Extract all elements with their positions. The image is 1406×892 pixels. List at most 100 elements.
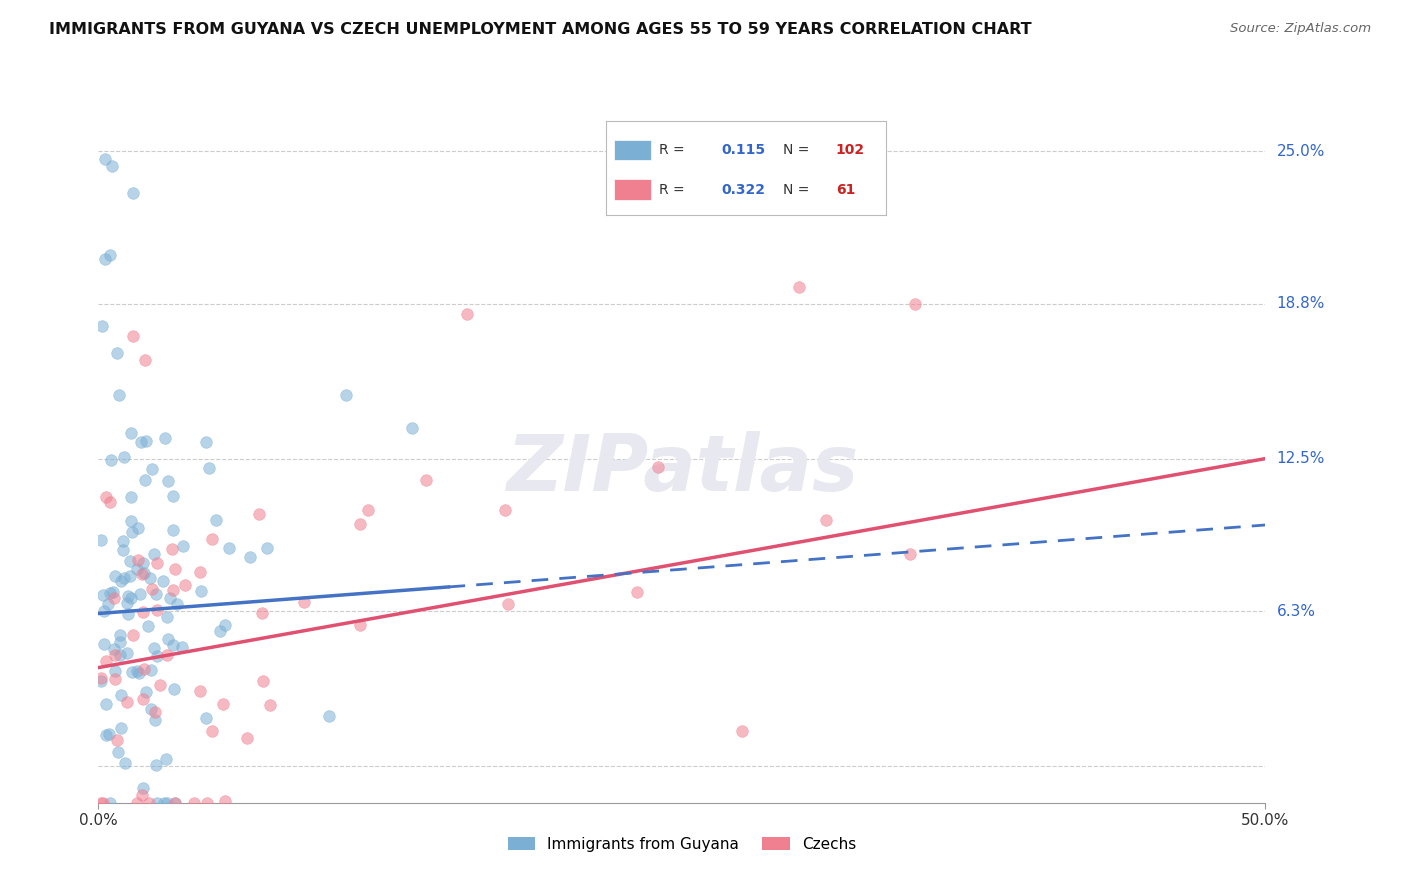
Point [456, 307, 478, 321]
Point [91, 318, 114, 333]
Point [904, 296, 927, 310]
Point [131, 780, 153, 795]
Point [494, 503, 516, 517]
Point [188, 565, 211, 579]
Point [127, 553, 149, 567]
Text: 6.3%: 6.3% [1277, 604, 1316, 618]
Point [112, 450, 135, 465]
Point [142, 547, 165, 561]
Point [101, 159, 124, 173]
Point [190, 584, 212, 599]
Point [357, 502, 380, 516]
Point [136, 618, 159, 632]
Point [146, 557, 169, 571]
Point [134, 566, 156, 581]
Point [256, 541, 278, 556]
Point [114, 756, 136, 771]
Point [122, 328, 145, 343]
Point [162, 638, 184, 652]
Point [194, 435, 217, 450]
Point [110, 721, 132, 735]
Point [162, 682, 184, 697]
Point [163, 796, 186, 810]
Point [163, 796, 186, 810]
Point [125, 796, 148, 810]
Point [156, 609, 179, 624]
Point [108, 648, 131, 663]
Point [145, 758, 167, 772]
Point [156, 632, 179, 646]
Point [125, 665, 148, 679]
Point [104, 672, 127, 686]
Text: 25.0%: 25.0% [1277, 144, 1324, 159]
Point [94, 490, 117, 504]
Point [145, 587, 167, 601]
Point [214, 794, 236, 808]
Point [166, 597, 188, 611]
Point [108, 628, 131, 642]
Point [139, 702, 162, 716]
Point [214, 618, 236, 632]
Point [149, 678, 172, 692]
Point [183, 796, 205, 810]
Point [160, 541, 183, 556]
Point [153, 796, 176, 810]
Point [318, 709, 340, 723]
Point [103, 642, 125, 657]
Point [135, 685, 157, 699]
Point [141, 462, 163, 476]
Point [93, 604, 115, 618]
Point [93, 588, 115, 602]
Point [250, 607, 273, 621]
Point [153, 431, 176, 445]
Point [252, 673, 274, 688]
Point [146, 649, 169, 664]
Point [122, 186, 145, 200]
Point [94, 697, 117, 711]
Point [239, 550, 262, 565]
Point [236, 731, 259, 746]
Point [107, 745, 129, 759]
Point [91, 796, 114, 810]
Point [201, 532, 224, 546]
Point [135, 434, 157, 449]
Point [152, 574, 174, 588]
Point [129, 435, 152, 450]
Point [349, 516, 371, 531]
Point [201, 723, 224, 738]
Point [115, 596, 138, 610]
Point [208, 624, 231, 638]
Point [141, 582, 163, 597]
Point [103, 585, 125, 599]
Point [787, 279, 810, 293]
Point [117, 646, 139, 660]
Point [111, 533, 134, 548]
Point [98, 495, 121, 509]
Point [142, 641, 165, 656]
Point [117, 589, 139, 603]
Point [103, 591, 125, 606]
Point [121, 525, 143, 540]
Point [143, 705, 166, 719]
Point [128, 665, 150, 680]
Point [94, 728, 117, 742]
Point [97, 727, 120, 741]
Point [156, 648, 179, 663]
Point [134, 353, 156, 368]
Point [90, 673, 112, 688]
Point [107, 388, 129, 402]
Point [104, 569, 127, 583]
Point [117, 695, 139, 709]
Point [195, 711, 218, 725]
Point [94, 152, 117, 166]
Point [118, 568, 141, 582]
Point [98, 247, 121, 261]
Point [90, 671, 112, 685]
Point [647, 460, 669, 475]
Point [125, 561, 148, 575]
Point [292, 595, 315, 609]
Point [110, 574, 132, 588]
Text: Source: ZipAtlas.com: Source: ZipAtlas.com [1230, 22, 1371, 36]
Point [145, 796, 167, 810]
Point [731, 724, 754, 739]
